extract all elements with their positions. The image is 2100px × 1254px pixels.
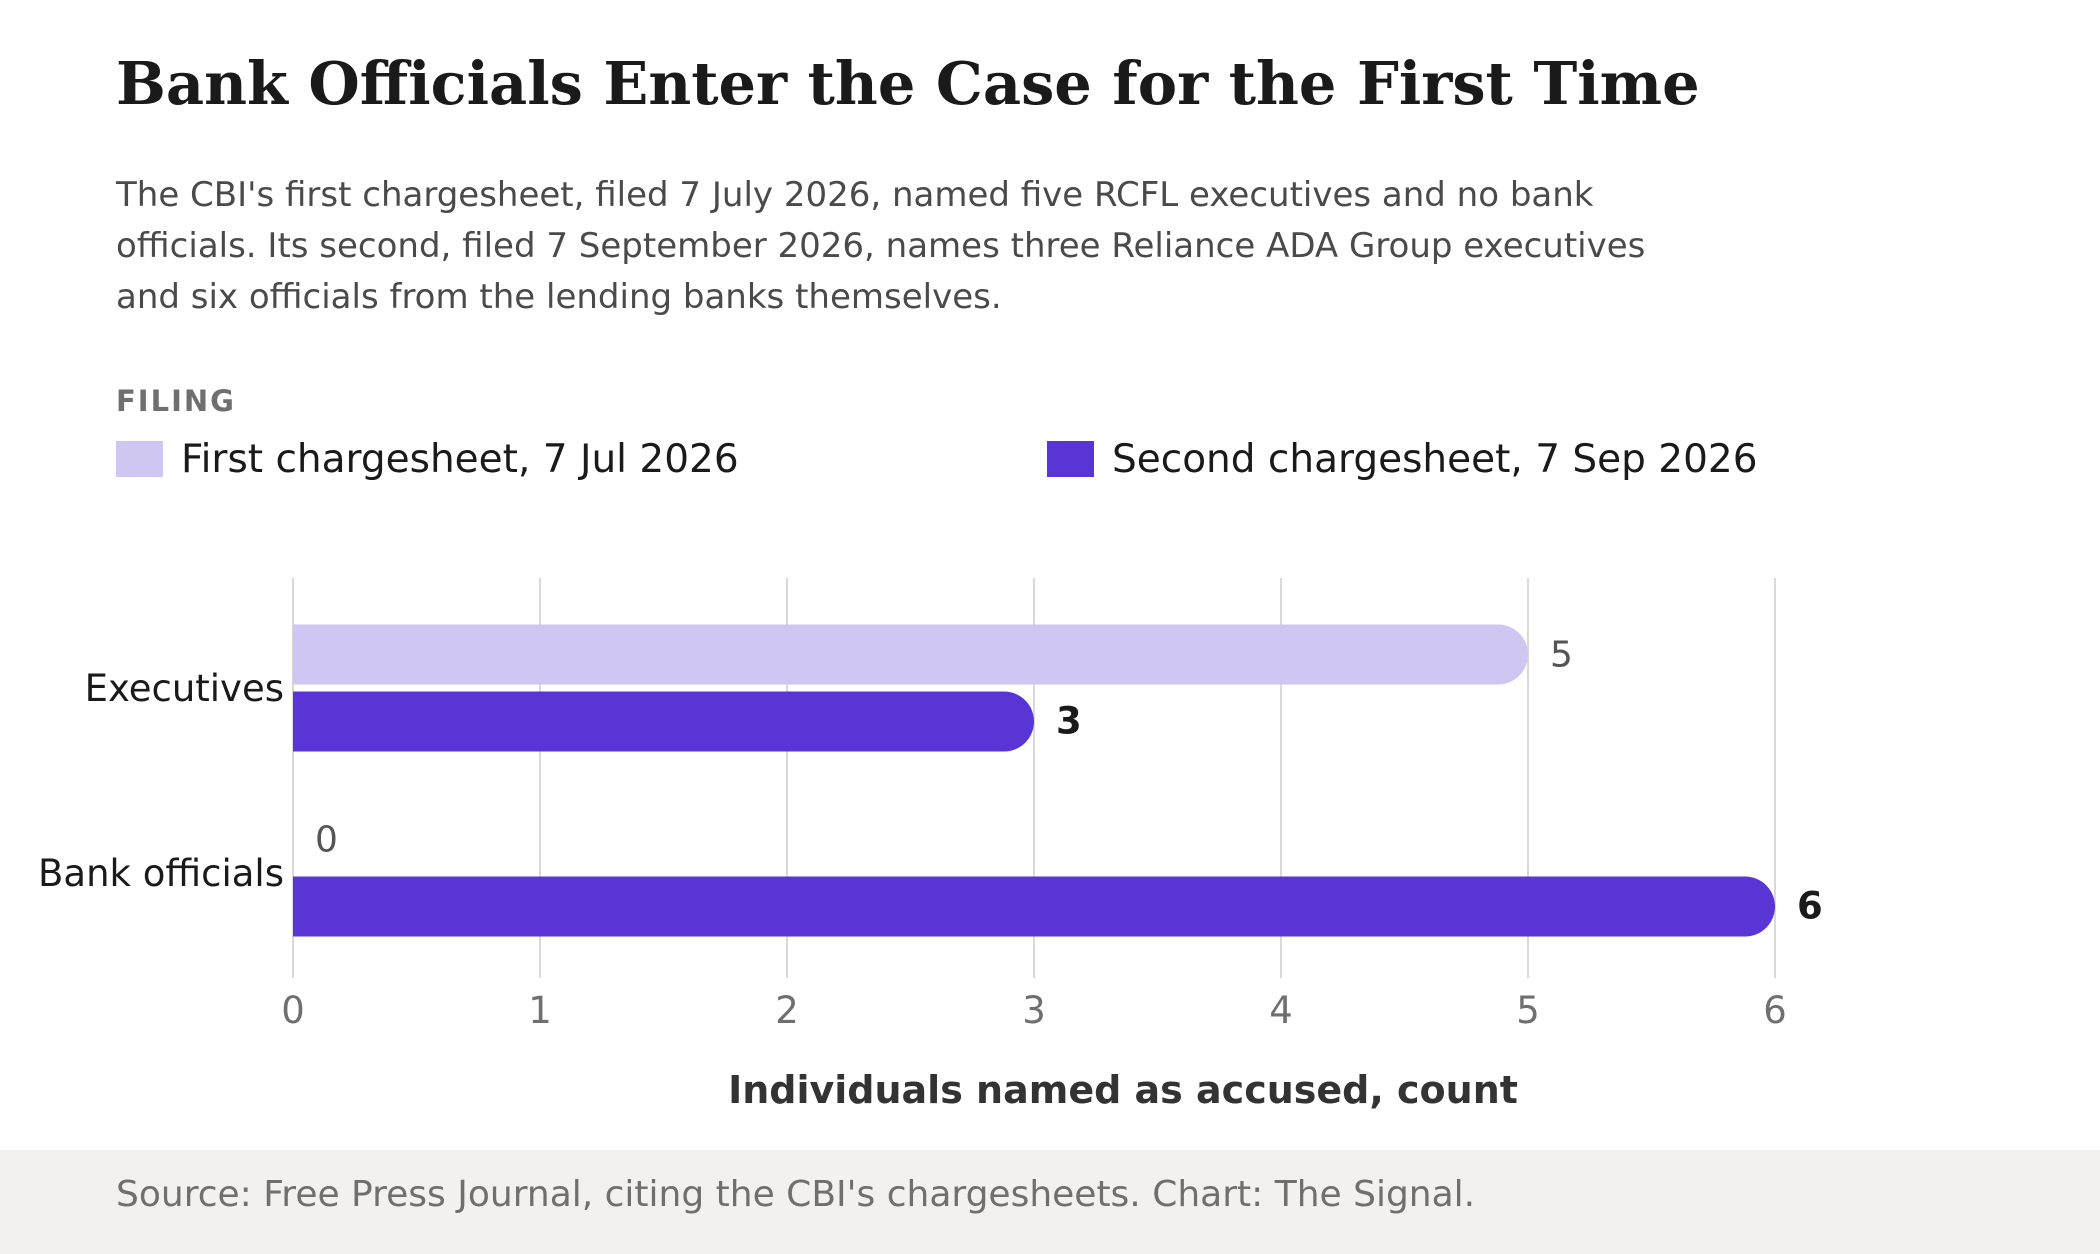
legend-swatch-first	[116, 441, 163, 477]
legend-item-first-chargesheet: First chargesheet, 7 Jul 2026	[116, 430, 739, 488]
data-label-2-executives: 3	[1056, 700, 1082, 743]
legend-label-second: Second chargesheet, 7 Sep 2026	[1112, 436, 1758, 482]
bar-2-bank-officials	[293, 876, 1775, 937]
bar-1-executives	[293, 624, 1528, 685]
x-tick-label-0: 0	[281, 989, 305, 1032]
legend-title: FILING	[116, 384, 236, 418]
x-tick-label-5: 5	[1516, 989, 1540, 1032]
x-tick-label-3: 3	[1022, 989, 1046, 1032]
bar-2-executives	[293, 691, 1034, 752]
chart-subtitle: The CBI's first chargesheet, filed 7 Jul…	[116, 175, 1646, 317]
legend-label-first: First chargesheet, 7 Jul 2026	[181, 436, 739, 482]
x-tick-label-4: 4	[1269, 989, 1293, 1032]
category-label-executives: Executives	[85, 667, 284, 710]
data-label-1-bank-officials: 0	[315, 820, 338, 861]
legend-swatch-second	[1047, 441, 1094, 477]
category-label-bank-officials: Bank officials	[38, 852, 284, 895]
data-label-2-bank-officials: 6	[1797, 885, 1823, 928]
bar-chart: 5 3 Executives 0 6 Bank officials 0 1 2 3 4 5 6 Indiv…	[38, 578, 1823, 1112]
x-axis-title: Individuals named as accused, count	[728, 1068, 1518, 1112]
legend-item-second-chargesheet: Second chargesheet, 7 Sep 2026	[1047, 430, 1758, 488]
source-note: Source: Free Press Journal, citing the C…	[116, 1174, 1476, 1215]
x-tick-label-2: 2	[775, 989, 799, 1032]
x-tick-label-6: 6	[1763, 989, 1787, 1032]
data-label-1-executives: 5	[1550, 635, 1573, 676]
chart-title: Bank Officials Enter the Case for the Fi…	[116, 49, 1700, 118]
x-tick-label-1: 1	[528, 989, 552, 1032]
footer: Source: Free Press Journal, citing the C…	[0, 1150, 2100, 1254]
